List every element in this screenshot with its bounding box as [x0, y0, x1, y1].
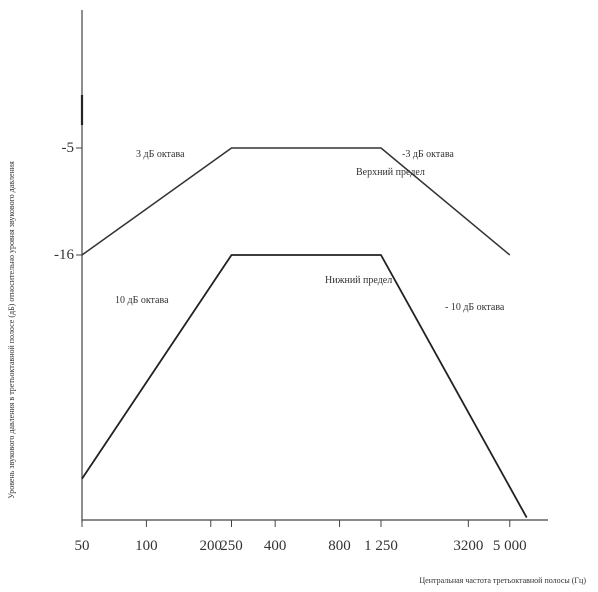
series-name-label: Нижний предел — [325, 275, 392, 286]
x-tick-label: 400 — [264, 538, 287, 554]
y-tick-label: -5 — [62, 140, 75, 156]
y-tick-label: -16 — [54, 247, 74, 263]
slope-annotation: 3 дБ октава — [136, 149, 185, 160]
y-axis-title: Уровень звукового давления в третьоктавн… — [7, 161, 16, 499]
series-line — [81, 254, 528, 519]
slope-annotation: -3 дБ октава — [402, 149, 454, 160]
x-tick-label: 200 — [200, 538, 223, 554]
x-tick-label: 100 — [135, 538, 158, 554]
x-tick-label: 3200 — [453, 538, 483, 554]
series-layer — [81, 147, 528, 519]
x-axis-title: Центральная частота третьоктавной полосы… — [419, 576, 586, 585]
slope-annotation: 10 дБ октава — [115, 295, 169, 306]
x-tick-label: 50 — [75, 538, 90, 554]
series-name-label: Верхний предел — [356, 167, 425, 178]
x-tick-label: 250 — [220, 538, 243, 554]
series-line — [81, 147, 511, 256]
axes — [76, 10, 548, 527]
slope-annotation: - 10 дБ октава — [445, 302, 505, 313]
x-tick-label: 800 — [328, 538, 351, 554]
x-tick-label: 1 250 — [364, 538, 398, 554]
x-tick-label: 5 000 — [493, 538, 527, 554]
